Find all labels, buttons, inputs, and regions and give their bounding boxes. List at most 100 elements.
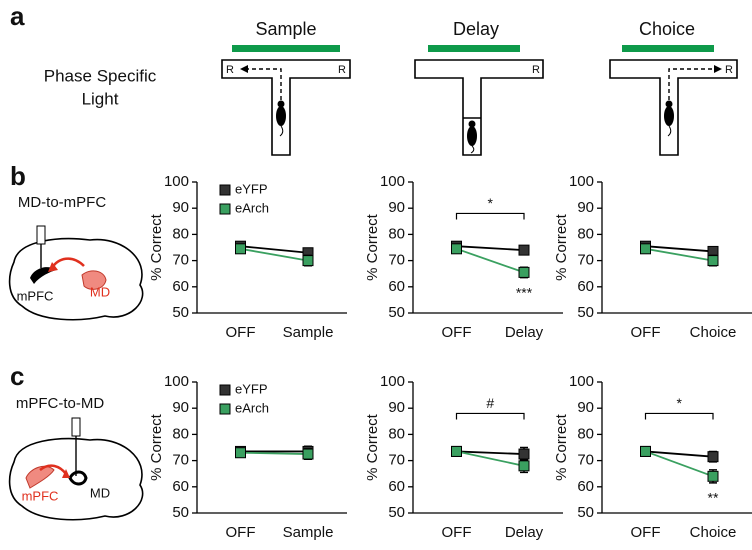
region-label: MD bbox=[90, 485, 110, 500]
y-tick-label: 90 bbox=[388, 199, 405, 216]
t-maze bbox=[609, 59, 738, 156]
y-tick-label: 60 bbox=[172, 478, 189, 495]
region-label: MD bbox=[90, 284, 110, 299]
target-region bbox=[68, 470, 88, 486]
series-line bbox=[240, 247, 309, 262]
reward-mark: R bbox=[338, 64, 346, 76]
y-tick-label: 70 bbox=[388, 452, 405, 469]
y-axis-label: % Correct bbox=[553, 413, 570, 481]
y-axis-label: % Correct bbox=[148, 213, 165, 281]
series-line bbox=[240, 451, 309, 455]
light-label: Light bbox=[82, 89, 119, 108]
significance-label: *** bbox=[516, 284, 533, 300]
x-tick-label: Delay bbox=[505, 524, 544, 541]
significance-bracket bbox=[644, 412, 714, 420]
y-tick-label: 100 bbox=[380, 173, 405, 190]
pathway-title: mPFC-to-MD bbox=[16, 395, 104, 412]
optic-fiber bbox=[71, 417, 81, 437]
y-axis-label: % Correct bbox=[148, 413, 165, 481]
y-axis-label: % Correct bbox=[364, 213, 381, 281]
data-marker bbox=[451, 243, 462, 255]
legend-swatch bbox=[219, 203, 231, 215]
significance-bracket bbox=[455, 412, 525, 420]
arrow-head bbox=[240, 65, 248, 73]
y-tick-label: 80 bbox=[577, 225, 594, 242]
t-maze bbox=[221, 59, 351, 156]
y-tick-label: 80 bbox=[388, 225, 405, 242]
pathway-title: MD-to-mPFC bbox=[18, 194, 106, 211]
light-bar bbox=[428, 45, 520, 52]
y-tick-label: 80 bbox=[577, 425, 594, 442]
phase-title: Sample bbox=[255, 19, 316, 39]
data-marker bbox=[451, 445, 462, 457]
phase-title: Delay bbox=[453, 19, 499, 39]
y-tick-label: 50 bbox=[388, 304, 405, 321]
series-line bbox=[645, 247, 714, 262]
path-arrow bbox=[668, 68, 714, 100]
panel-letter: a bbox=[10, 1, 25, 31]
data-marker bbox=[640, 445, 651, 457]
y-tick-label: 90 bbox=[172, 199, 189, 216]
y-tick-label: 100 bbox=[569, 373, 594, 390]
region-label: mPFC bbox=[17, 288, 54, 303]
y-tick-label: 60 bbox=[172, 278, 189, 295]
series-line bbox=[456, 245, 525, 252]
data-marker bbox=[235, 447, 246, 459]
arrow-head bbox=[48, 262, 58, 272]
significance-label: * bbox=[677, 395, 683, 411]
legend-swatch bbox=[219, 184, 231, 196]
y-tick-label: 100 bbox=[569, 173, 594, 190]
y-tick-label: 50 bbox=[172, 304, 189, 321]
y-tick-label: 90 bbox=[172, 399, 189, 416]
y-tick-label: 90 bbox=[577, 199, 594, 216]
series-line bbox=[456, 450, 525, 467]
source-region bbox=[81, 270, 107, 290]
series-line bbox=[456, 247, 525, 274]
legend-label: eArch bbox=[235, 200, 269, 215]
light-label: Phase Specific bbox=[44, 66, 157, 85]
x-tick-label: Delay bbox=[505, 324, 544, 341]
series-line bbox=[645, 450, 714, 478]
series-line bbox=[240, 245, 309, 254]
y-tick-label: 70 bbox=[172, 452, 189, 469]
y-tick-label: 60 bbox=[577, 278, 594, 295]
panel-letter: c bbox=[10, 361, 24, 391]
y-tick-label: 60 bbox=[388, 478, 405, 495]
legend-swatch bbox=[219, 384, 231, 396]
data-marker bbox=[518, 244, 530, 256]
data-marker bbox=[707, 255, 719, 267]
y-tick-label: 80 bbox=[172, 225, 189, 242]
significance-bracket bbox=[455, 212, 525, 220]
optic-fiber bbox=[36, 225, 46, 245]
reward-mark: R bbox=[226, 64, 234, 76]
source-region bbox=[25, 465, 55, 489]
y-tick-label: 60 bbox=[388, 278, 405, 295]
legend-label: eArch bbox=[235, 400, 269, 415]
region-label: mPFC bbox=[22, 488, 59, 503]
y-tick-label: 100 bbox=[164, 173, 189, 190]
y-tick-label: 60 bbox=[577, 478, 594, 495]
y-tick-label: 80 bbox=[388, 425, 405, 442]
data-marker bbox=[235, 243, 246, 255]
data-marker bbox=[302, 448, 314, 460]
panel-letter: b bbox=[10, 161, 26, 191]
y-tick-label: 100 bbox=[380, 373, 405, 390]
x-tick-label: OFF bbox=[226, 524, 256, 541]
y-tick-label: 90 bbox=[388, 399, 405, 416]
t-maze bbox=[414, 59, 544, 156]
arrow-head bbox=[714, 65, 722, 73]
reward-mark: R bbox=[532, 64, 540, 76]
mouse bbox=[664, 100, 674, 137]
data-marker bbox=[518, 448, 530, 460]
y-tick-label: 90 bbox=[577, 399, 594, 416]
brain-outline bbox=[8, 237, 144, 321]
series-line bbox=[645, 450, 714, 458]
data-marker bbox=[707, 470, 719, 482]
y-tick-label: 50 bbox=[388, 504, 405, 521]
projection-arrow bbox=[50, 257, 85, 269]
y-tick-label: 50 bbox=[577, 504, 594, 521]
reward-mark: R bbox=[725, 64, 733, 76]
y-tick-label: 70 bbox=[577, 452, 594, 469]
data-marker bbox=[707, 451, 719, 463]
